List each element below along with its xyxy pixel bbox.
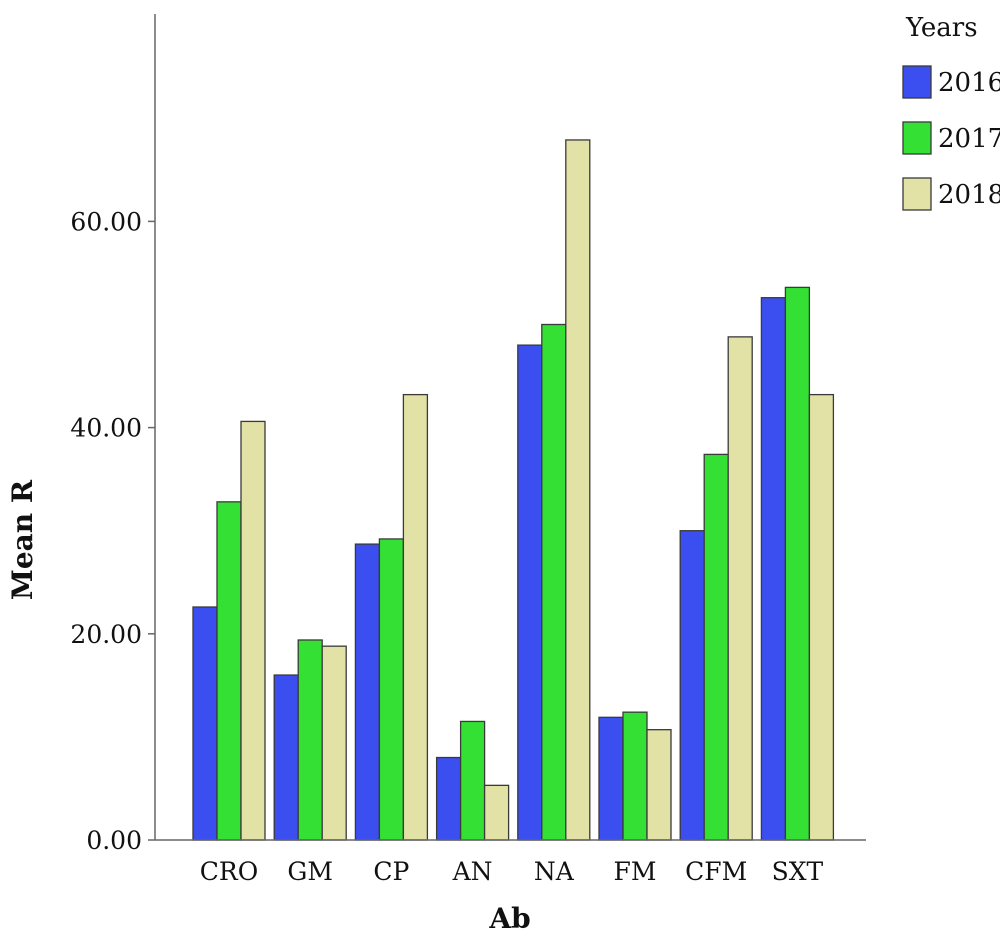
legend-label-2018: 2018: [938, 180, 1000, 210]
x-tick-label: FM: [614, 857, 657, 886]
y-tick-label: 20.00: [70, 620, 142, 649]
bar-na-2017: [541, 323, 567, 841]
x-tick-label: AN: [452, 857, 493, 886]
x-axis-title: Ab: [488, 902, 530, 935]
legend-swatch-2018: [902, 177, 932, 211]
y-tick-label: 40.00: [70, 414, 142, 443]
bar-sxt-2017: [784, 286, 811, 841]
x-tick-label: CFM: [685, 857, 747, 886]
bar-an-2017: [459, 720, 486, 841]
legend-label-2016: 2016: [938, 68, 1000, 98]
bar-an-2016: [435, 756, 462, 841]
bar-cro-2017: [216, 501, 242, 841]
x-tick-label: CP: [373, 857, 409, 886]
bar-sxt-2018: [808, 393, 835, 841]
bar-gm-2018: [321, 645, 347, 841]
axes-group: 0.00 20.00 40.00 60.00 CRO GM CP AN NA FM CFM SXT: [70, 14, 866, 886]
y-tick-label: 60.00: [70, 207, 142, 236]
bar-fm-2016: [598, 716, 624, 841]
bar-cro-2018: [240, 420, 266, 841]
bars-group: [192, 139, 835, 841]
x-tick-label: SXT: [772, 857, 824, 886]
x-tick-label: CRO: [200, 857, 258, 886]
bar-gm-2017: [297, 639, 323, 841]
bar-cp-2017: [378, 538, 405, 841]
bar-cp-2018: [402, 393, 429, 841]
bar-cp-2016: [354, 543, 381, 841]
legend: Years 2016 2017 2018: [902, 13, 1000, 211]
bar-sxt-2016: [760, 297, 787, 841]
bar-na-2016: [517, 344, 543, 841]
legend-swatch-2016: [902, 65, 932, 99]
bar-cfm-2016: [679, 530, 705, 841]
bar-fm-2017: [622, 711, 648, 841]
bar-fm-2018: [646, 729, 672, 841]
bar-cro-2016: [192, 606, 218, 841]
legend-swatch-2017: [902, 121, 932, 155]
bar-na-2018: [565, 139, 591, 841]
x-tick-label: GM: [287, 857, 333, 886]
bar-cfm-2017: [703, 453, 729, 841]
y-tick-label: 0.00: [86, 826, 142, 855]
legend-label-2017: 2017: [938, 124, 1000, 154]
legend-title: Years: [905, 13, 978, 43]
bar-an-2018: [483, 784, 510, 841]
bar-cfm-2018: [727, 336, 753, 841]
y-axis-title: Mean R: [6, 479, 39, 600]
x-tick-label: NA: [534, 857, 575, 886]
bar-gm-2016: [273, 674, 299, 841]
